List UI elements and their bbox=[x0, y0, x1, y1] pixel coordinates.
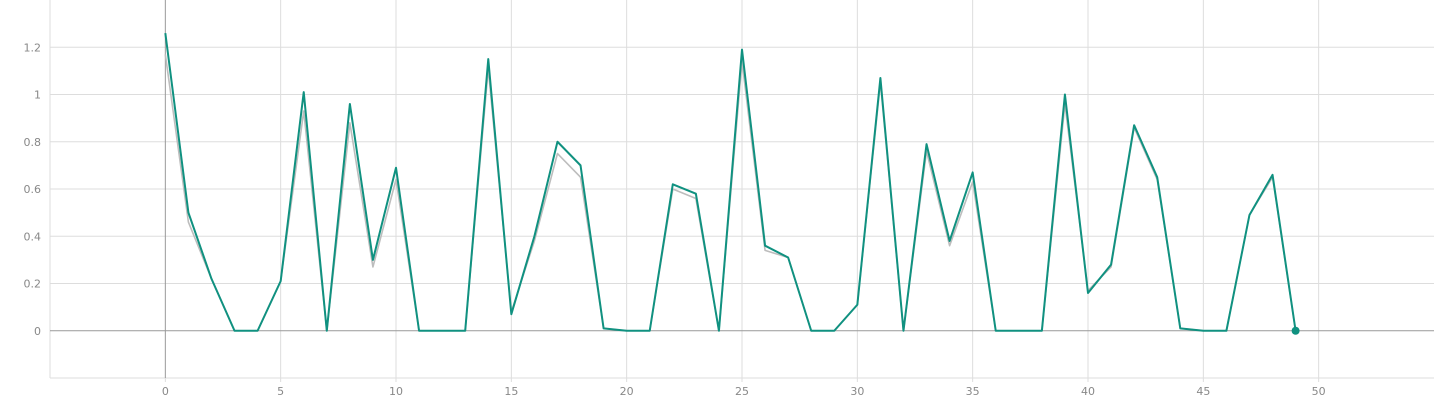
x-tick-label: 40 bbox=[1081, 385, 1095, 398]
x-tick-label: 50 bbox=[1312, 385, 1326, 398]
y-tick-label: 0 bbox=[34, 325, 41, 338]
y-tick-label: 0.4 bbox=[24, 230, 42, 243]
x-tick-label: 20 bbox=[620, 385, 634, 398]
x-tick-label: 35 bbox=[966, 385, 980, 398]
x-tick-label: 5 bbox=[277, 385, 284, 398]
endpoint-marker bbox=[1291, 326, 1300, 335]
tick-labels: 0 5 10 15 20 25 30 35 40 45 50 0 0.2 0.4 0.6 0.8 1 1.2 bbox=[24, 41, 1326, 398]
x-tick-label: 10 bbox=[389, 385, 403, 398]
x-tick-label: 0 bbox=[162, 385, 169, 398]
x-tick-label: 45 bbox=[1196, 385, 1210, 398]
y-tick-label: 1 bbox=[34, 89, 41, 102]
series-line-smoothed bbox=[164, 32, 1297, 332]
y-tick-label: 0.8 bbox=[24, 136, 42, 149]
series-group bbox=[164, 32, 1297, 332]
marker-group bbox=[1291, 326, 1300, 335]
x-tick-label: 30 bbox=[850, 385, 864, 398]
y-tick-label: 1.2 bbox=[24, 41, 42, 54]
x-tick-label: 25 bbox=[735, 385, 749, 398]
y-tick-label: 0.2 bbox=[24, 278, 42, 291]
x-tick-label: 15 bbox=[504, 385, 518, 398]
y-tick-label: 0.6 bbox=[24, 183, 42, 196]
